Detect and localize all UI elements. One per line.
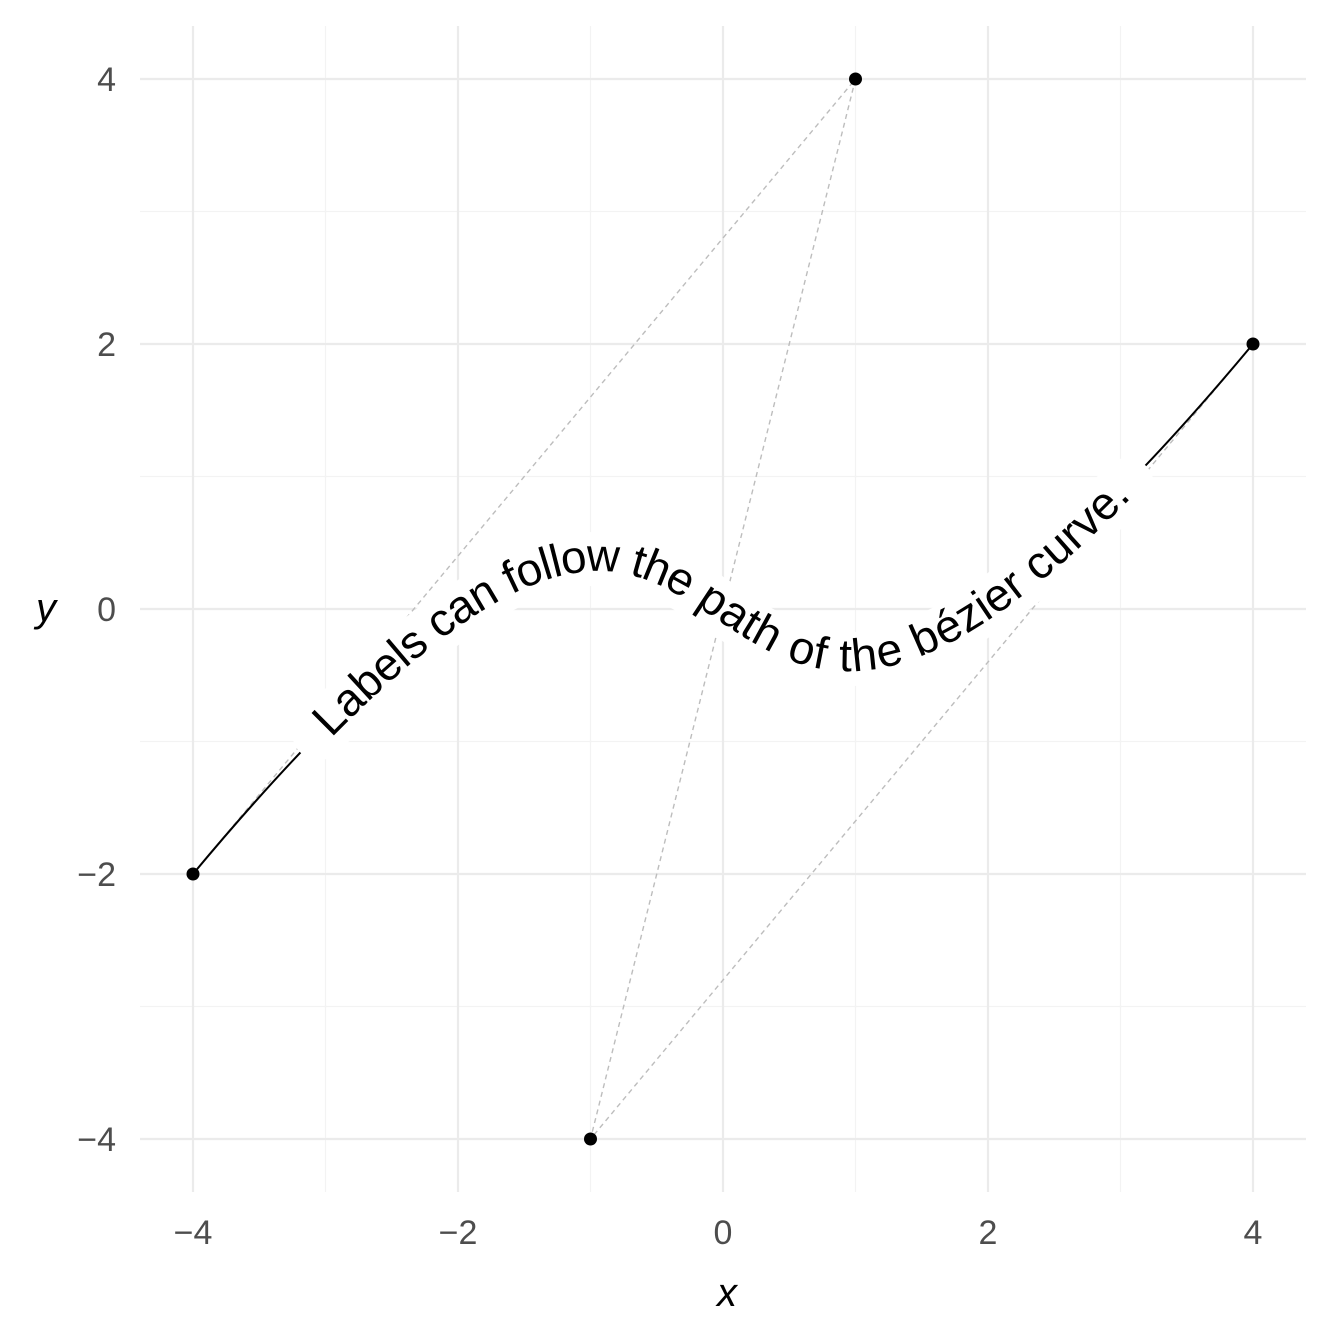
y-tick-label: 0 [97,591,116,629]
y-tick-label: 4 [97,61,116,99]
curve-label-text: Labels can follow the path of the bézier… [302,468,1139,745]
control-polygon-line [192,78,1254,1140]
control-point [584,1132,597,1146]
x-tick-label: 0 [714,1214,733,1252]
control-polygon [192,78,1254,1140]
x-tick-label: −4 [174,1214,213,1252]
y-axis-tick-labels: −4 −2 0 2 4 [77,61,116,1159]
y-tick-label: 2 [97,326,116,364]
x-tick-label: 2 [979,1214,998,1252]
y-tick-label: −4 [77,1121,116,1159]
curve-label: Labels can follow the path of the bézier… [302,468,1139,745]
y-axis-title: y [33,586,59,630]
major-gridlines [140,26,1306,1192]
control-point [1246,337,1260,351]
control-point [186,867,200,881]
x-axis-title: x [715,1271,739,1315]
x-tick-label: 4 [1244,1214,1263,1252]
y-tick-label: −2 [77,856,116,894]
x-axis-tick-labels: −4 −2 0 2 4 [174,1214,1263,1252]
x-tick-label: −2 [439,1214,478,1252]
label-background [292,458,1154,760]
control-point [849,72,862,86]
control-points [186,72,1260,1146]
